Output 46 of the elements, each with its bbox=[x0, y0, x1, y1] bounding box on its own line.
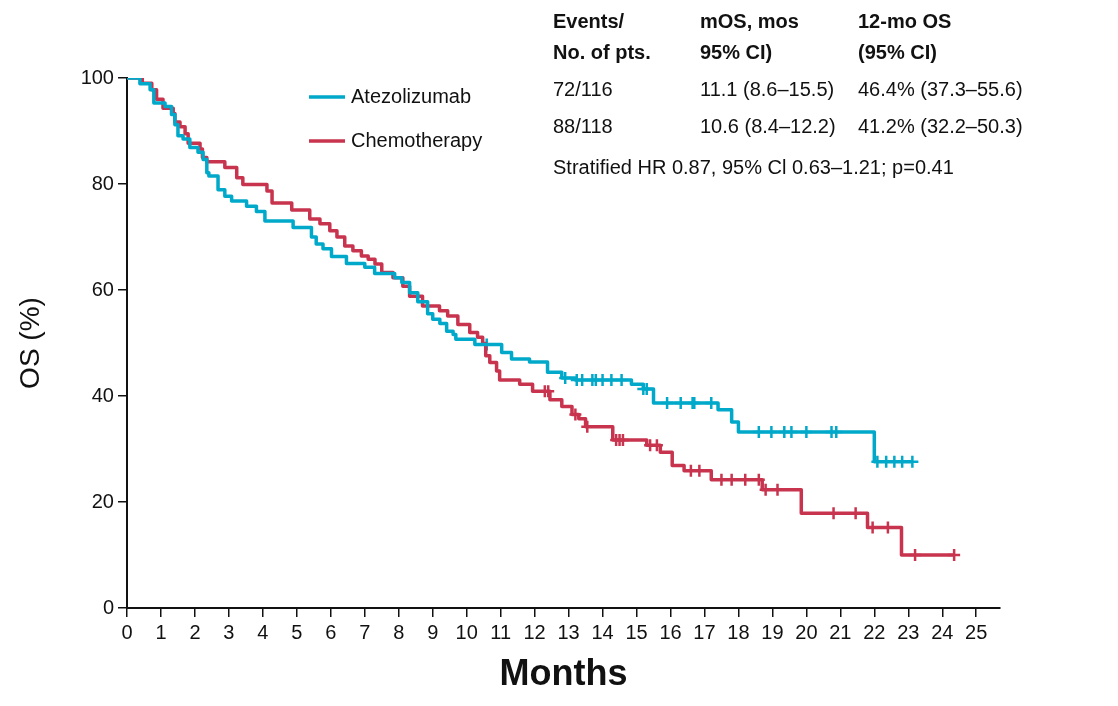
x-tick-label: 10 bbox=[455, 620, 478, 643]
annotation: 41.2% (32.2–50.3) bbox=[858, 114, 1024, 139]
legend-label: Atezolizumab bbox=[351, 84, 472, 107]
legend-label: Chemotherapy bbox=[351, 128, 483, 151]
x-tick-label: 25 bbox=[965, 620, 988, 643]
text: 12-mo OS (95% CI) bbox=[858, 9, 953, 65]
x-tick-label: 14 bbox=[591, 620, 614, 643]
x-tick-label: 17 bbox=[693, 620, 716, 643]
x-tick-label: 15 bbox=[625, 620, 648, 643]
x-tick-label: 5 bbox=[291, 620, 303, 643]
y-tick-label: 40 bbox=[91, 383, 114, 406]
x-tick-label: 12 bbox=[523, 620, 546, 643]
x-tick-label: 1 bbox=[155, 620, 167, 643]
y-tick-label: 0 bbox=[102, 595, 114, 618]
text: Events/ No. of pts. bbox=[553, 9, 652, 65]
x-tick-label: 8 bbox=[393, 620, 405, 643]
x-tick-label: 24 bbox=[931, 620, 954, 643]
y-tick-label: 80 bbox=[91, 171, 114, 194]
annotation: 11.1 (8.6–15.5) bbox=[700, 77, 836, 102]
annotation: 46.4% (37.3–55.6) bbox=[858, 77, 1024, 102]
x-tick-label: 4 bbox=[257, 620, 269, 643]
annotation: 72/116 bbox=[553, 77, 614, 102]
text: mOS, mos 95% CI) bbox=[700, 9, 800, 65]
annotation: Stratified HR 0.87, 95% Cl 0.63–1.21; p=0.41 bbox=[553, 155, 955, 180]
x-tick-label: 13 bbox=[557, 620, 580, 643]
annotation: 88/118 bbox=[553, 114, 614, 139]
x-tick-label: 16 bbox=[659, 620, 682, 643]
x-tick-label: 18 bbox=[727, 620, 750, 643]
x-tick-label: 6 bbox=[325, 620, 337, 643]
x-tick-label: 20 bbox=[795, 620, 818, 643]
annotation: 10.6 (8.4–12.2) bbox=[700, 114, 837, 139]
x-tick-label: 22 bbox=[863, 620, 886, 643]
y-axis-title: OS (%) bbox=[13, 297, 45, 389]
y-tick-label: 100 bbox=[80, 65, 114, 88]
y-tick-label: 20 bbox=[91, 489, 114, 512]
x-tick-label: 9 bbox=[427, 620, 439, 643]
y-tick-label: 60 bbox=[91, 277, 114, 300]
x-tick-label: 7 bbox=[359, 620, 371, 643]
x-tick-label: 19 bbox=[761, 620, 784, 643]
x-axis-title: Months bbox=[499, 652, 628, 694]
x-tick-label: 2 bbox=[189, 620, 201, 643]
x-tick-label: 21 bbox=[829, 620, 852, 643]
x-tick-label: 0 bbox=[121, 620, 133, 643]
x-tick-label: 3 bbox=[223, 620, 235, 643]
x-tick-label: 11 bbox=[490, 620, 512, 643]
x-tick-label: 23 bbox=[897, 620, 920, 643]
